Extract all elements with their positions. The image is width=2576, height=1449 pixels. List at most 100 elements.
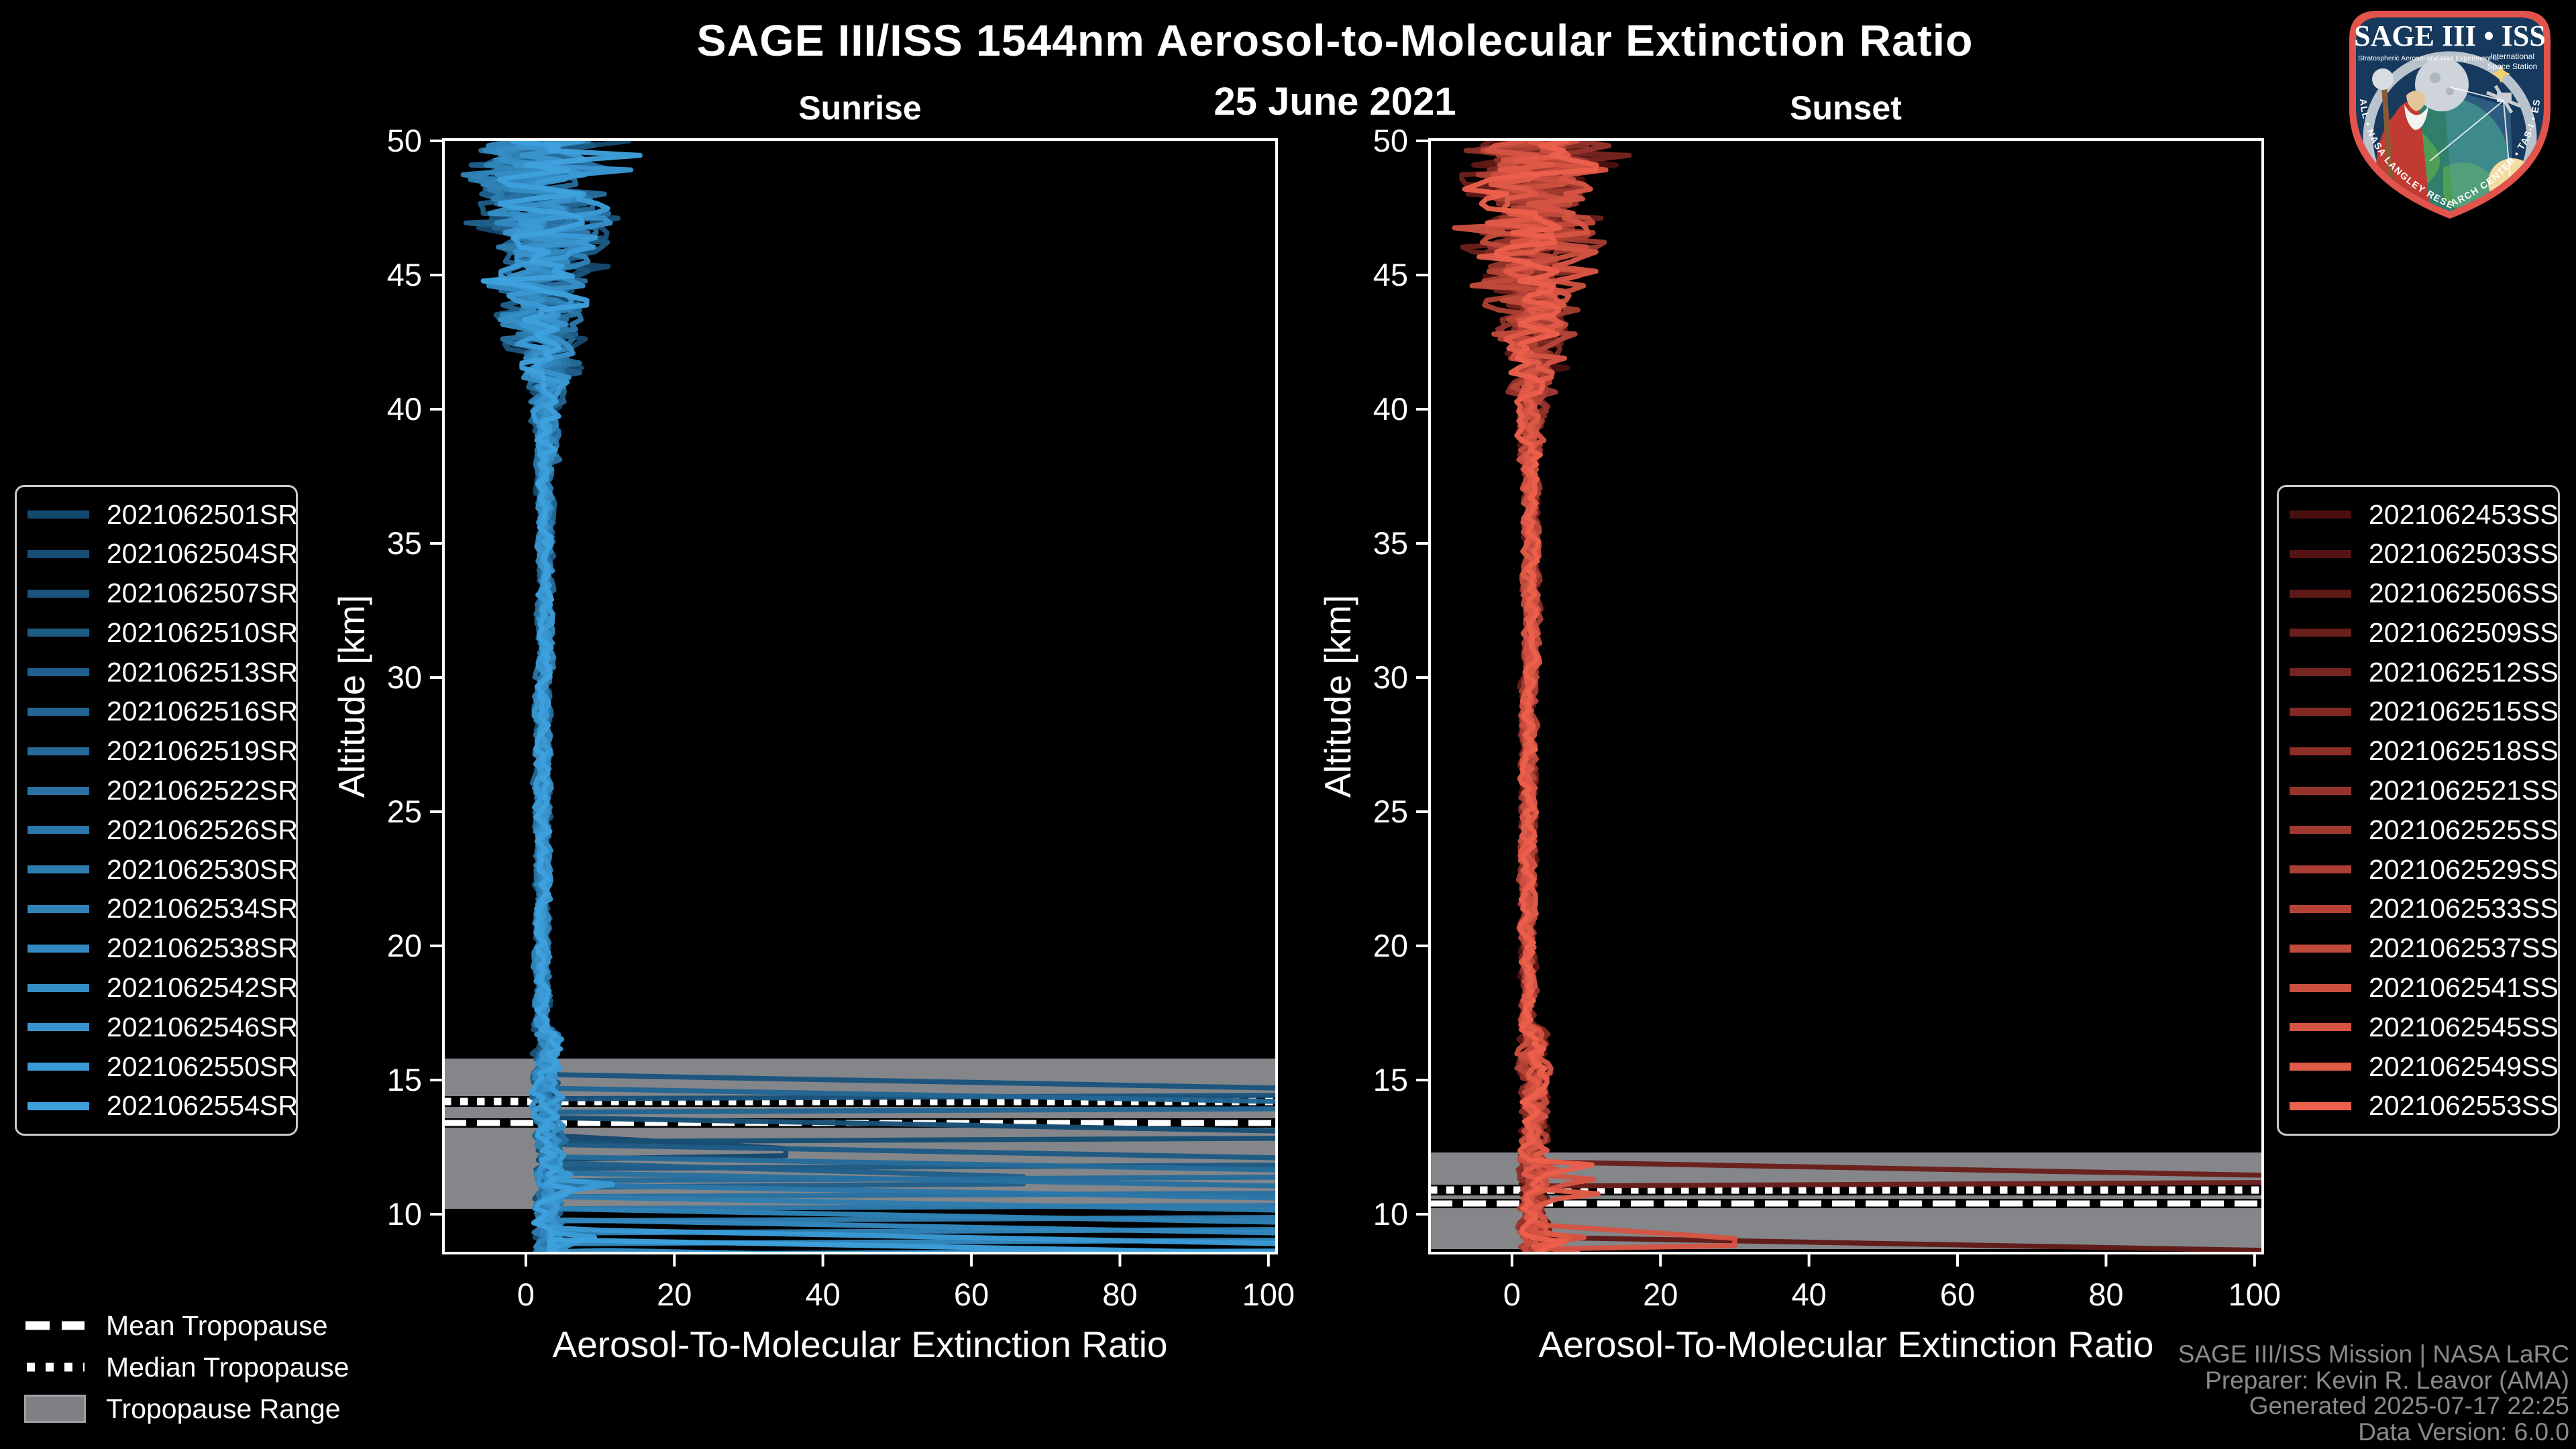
series-event-id: 2021062510SR xyxy=(107,616,298,648)
legend-row: 2021062501SR xyxy=(26,499,298,530)
legend-row: 2021062534SR xyxy=(26,893,298,924)
series-color-swatch xyxy=(2290,826,2351,835)
ylabel-sunrise: Altitude [km] xyxy=(331,595,372,798)
credit-preparer: Preparer: Kevin R. Leavor (AMA) xyxy=(2205,1366,2569,1394)
legend-row: 2021062510SR xyxy=(26,617,298,648)
profile-2021062506SS xyxy=(1465,140,2263,1253)
y-tick-label: 45 xyxy=(387,257,422,292)
dotted-line-swatch xyxy=(27,1362,85,1372)
star xyxy=(2491,64,2510,83)
y-tick-label: 15 xyxy=(387,1062,422,1097)
x-tick-label: 0 xyxy=(517,1277,535,1312)
x-tick-label: 0 xyxy=(1503,1277,1521,1312)
series-event-id: 2021062519SR xyxy=(107,735,298,767)
y-tick-label: 20 xyxy=(387,928,422,963)
series-color-swatch xyxy=(28,629,89,637)
series-event-id: 2021062537SS xyxy=(2369,932,2559,964)
series-color-swatch xyxy=(28,944,89,953)
profile-2021062549SS xyxy=(1476,140,1601,1253)
legend-item-tropopause-range: Tropopause Range xyxy=(24,1393,349,1425)
x-tick-label: 100 xyxy=(1242,1277,1295,1312)
series-color-swatch xyxy=(2290,511,2351,519)
legend-row: 2021062533SS xyxy=(2288,893,2559,924)
profile-2021062509SS xyxy=(1459,140,2263,1253)
series-event-id: 2021062541SS xyxy=(2369,972,2559,1004)
series-event-id: 2021062526SR xyxy=(107,814,298,845)
series-color-swatch xyxy=(28,668,89,677)
y-tick-label: 20 xyxy=(1373,928,1408,963)
legend-row: 2021062522SR xyxy=(26,775,298,806)
legend-item-median-tropopause: Median Tropopause xyxy=(24,1351,349,1383)
series-color-swatch xyxy=(2290,1063,2351,1071)
panel-sunrise: 0 20 40 60 80 100 10 15 20 25 30 35 40 45 50 Aerosol-To… xyxy=(331,123,1295,1365)
x-tick-label: 40 xyxy=(1792,1277,1827,1312)
legend-row: 2021062546SR xyxy=(26,1012,298,1042)
series-color-swatch xyxy=(28,747,89,755)
legend-row: 2021062537SS xyxy=(2288,932,2559,963)
y-tick-label: 25 xyxy=(387,794,422,829)
range-band-swatch xyxy=(24,1395,86,1423)
plot-frame xyxy=(442,138,1278,1254)
moon xyxy=(2415,58,2469,111)
xlabel-sunrise: Aerosol-To-Molecular Extinction Ratio xyxy=(552,1324,1167,1365)
profile-2021062550SR xyxy=(498,140,1277,1253)
series-color-swatch xyxy=(2290,786,2351,795)
xlabel-sunset: Aerosol-To-Molecular Extinction Ratio xyxy=(1538,1324,2153,1365)
credit-mission: SAGE III/ISS Mission | NASA LaRC xyxy=(2178,1340,2569,1368)
series-event-id: 2021062545SS xyxy=(2369,1011,2559,1042)
series-event-id: 2021062529SS xyxy=(2369,853,2559,885)
legend-row: 2021062550SR xyxy=(26,1051,298,1082)
series-event-id: 2021062501SR xyxy=(107,498,298,530)
legend-row: 2021062518SS xyxy=(2288,735,2559,766)
series-color-swatch xyxy=(2290,944,2351,953)
legend-row: 2021062541SS xyxy=(2288,972,2559,1003)
series-event-id: 2021062515SS xyxy=(2369,696,2559,727)
series-event-id: 2021062512SS xyxy=(2369,656,2559,688)
panel-title-sunrise: Sunrise xyxy=(798,89,922,127)
y-tick-label: 30 xyxy=(387,659,422,695)
series-color-swatch xyxy=(28,589,89,598)
series-event-id: 2021062550SR xyxy=(107,1051,298,1082)
series-color-swatch xyxy=(2290,1023,2351,1032)
x-tick-label: 20 xyxy=(657,1277,692,1312)
legend-row: 2021062509SS xyxy=(2288,617,2559,648)
legend-row: 2021062506SS xyxy=(2288,578,2559,608)
legend-row: 2021062526SR xyxy=(26,814,298,845)
x-tick-label: 80 xyxy=(2088,1277,2123,1312)
plot-frame xyxy=(1428,138,2264,1254)
y-tick-label: 40 xyxy=(387,391,422,427)
profile-2021062503SS xyxy=(1487,140,1623,1253)
legend-row: 2021062554SR xyxy=(26,1090,298,1121)
series-event-id: 2021062509SS xyxy=(2369,616,2559,648)
credit-generated: Generated 2025-07-17 22:25 xyxy=(2249,1392,2569,1420)
panel-sunset: 0 20 40 60 80 100 10 15 20 25 30 35 40 45 50 Aerosol-To… xyxy=(1317,123,2281,1365)
y-tick-label: 40 xyxy=(1373,391,1408,427)
series-color-swatch xyxy=(28,983,89,992)
series-event-id: 2021062553SS xyxy=(2369,1090,2559,1122)
series-event-id: 2021062538SR xyxy=(107,932,298,964)
ylabel-sunset: Altitude [km] xyxy=(1317,595,1358,798)
series-event-id: 2021062530SR xyxy=(107,853,298,885)
legend-row: 2021062453SS xyxy=(2288,499,2559,530)
sage-iii-iss-mission-patch: SAGE III • ISS Stratospheric Aerosol and… xyxy=(2343,7,2551,219)
tropopause-legend: Mean Tropopause Median Tropopause Tropop… xyxy=(24,1309,349,1425)
mean-tropopause-label: Mean Tropopause xyxy=(106,1309,328,1341)
mission-credits: SAGE III/ISS Mission | NASA LaRC Prepare… xyxy=(2178,1340,2569,1445)
legend-row: 2021062512SS xyxy=(2288,657,2559,688)
legend-row: 2021062519SR xyxy=(26,735,298,766)
legend-row: 2021062545SS xyxy=(2288,1012,2559,1042)
legend-row: 2021062504SR xyxy=(26,538,298,569)
series-event-id: 2021062506SS xyxy=(2369,578,2559,609)
profile-2021062553SS xyxy=(1462,140,1599,1253)
legend-item-mean-tropopause: Mean Tropopause xyxy=(24,1309,349,1342)
x-tick-label: 40 xyxy=(806,1277,841,1312)
median-tropopause-label: Median Tropopause xyxy=(106,1351,350,1383)
y-tick-label: 35 xyxy=(387,525,422,561)
legend-row: 2021062515SS xyxy=(2288,696,2559,727)
series-event-id: 2021062504SR xyxy=(107,538,298,570)
profile-2021062554SR xyxy=(480,140,1277,1253)
observation-lines xyxy=(2429,87,2511,180)
series-event-id: 2021062549SS xyxy=(2369,1051,2559,1082)
series-event-id: 2021062525SS xyxy=(2369,814,2559,845)
